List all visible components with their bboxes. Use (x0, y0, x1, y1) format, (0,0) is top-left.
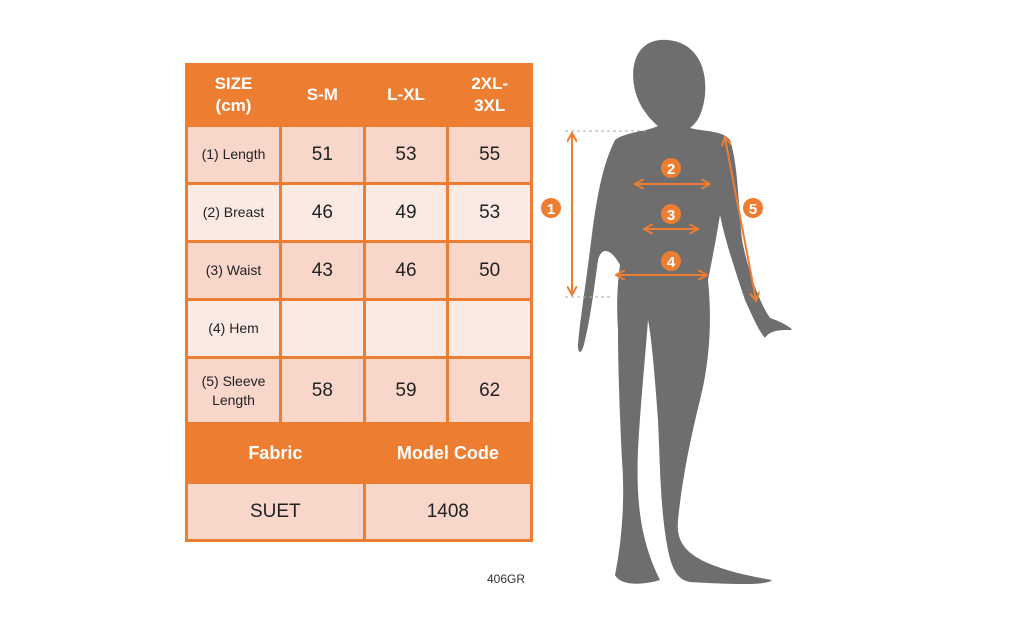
row-label: (5) Sleeve Length (185, 356, 282, 425)
svg-text:5: 5 (749, 201, 757, 218)
cell: 53 (362, 124, 450, 185)
sleeve-arrow (725, 138, 756, 300)
fabric-value-row: SUET 1408 (185, 481, 534, 542)
svg-text:1: 1 (547, 201, 555, 218)
body-silhouette-figure: 1 2 3 4 5 (541, 39, 792, 585)
product-code: 406GR (487, 572, 526, 586)
fabric-value: SUET (185, 481, 366, 542)
model-code-label: Model Code (362, 422, 534, 484)
cell: 55 (446, 124, 533, 185)
marker-4: 4 (661, 251, 681, 271)
table-row: (1) Length 51 53 55 (185, 124, 533, 185)
cell: 51 (279, 124, 366, 185)
cell: 50 (446, 240, 533, 301)
header-size: SIZE (cm) (185, 63, 282, 127)
cell (362, 298, 450, 359)
table-row: (3) Waist 43 46 50 (185, 240, 533, 301)
size-chart-table: SIZE (cm) S-M L-XL 2XL- 3XL (1) Length 5… (185, 63, 534, 542)
row-label: (4) Hem (185, 298, 282, 359)
cell (446, 298, 533, 359)
cell: 49 (362, 182, 450, 243)
row-label: (3) Waist (185, 240, 282, 301)
table-row: (4) Hem (185, 298, 533, 359)
table-header-row: SIZE (cm) S-M L-XL 2XL- 3XL (185, 63, 533, 127)
cell (279, 298, 366, 359)
fabric-label: Fabric (185, 422, 366, 484)
svg-text:3: 3 (667, 207, 675, 224)
svg-text:4: 4 (667, 254, 676, 271)
table-row: (2) Breast 46 49 53 (185, 182, 533, 243)
marker-2: 2 (661, 158, 681, 178)
model-code-value: 1408 (362, 481, 534, 542)
cell: 62 (446, 356, 533, 425)
header-2xl-3xl: 2XL- 3XL (446, 63, 533, 127)
silhouette (578, 39, 792, 585)
table-row: (5) Sleeve Length 58 59 62 (185, 356, 533, 425)
header-s-m: S-M (279, 63, 366, 127)
marker-5: 5 (743, 198, 763, 218)
cell: 58 (279, 356, 366, 425)
row-label: (2) Breast (185, 182, 282, 243)
row-label: (1) Length (185, 124, 282, 185)
cell: 43 (279, 240, 366, 301)
cell: 59 (362, 356, 450, 425)
cell: 46 (279, 182, 366, 243)
marker-3: 3 (661, 204, 681, 224)
header-l-xl: L-XL (362, 63, 450, 127)
marker-1: 1 (541, 198, 561, 218)
cell: 53 (446, 182, 533, 243)
svg-text:2: 2 (667, 161, 675, 178)
cell: 46 (362, 240, 450, 301)
fabric-header-row: Fabric Model Code (185, 422, 534, 484)
